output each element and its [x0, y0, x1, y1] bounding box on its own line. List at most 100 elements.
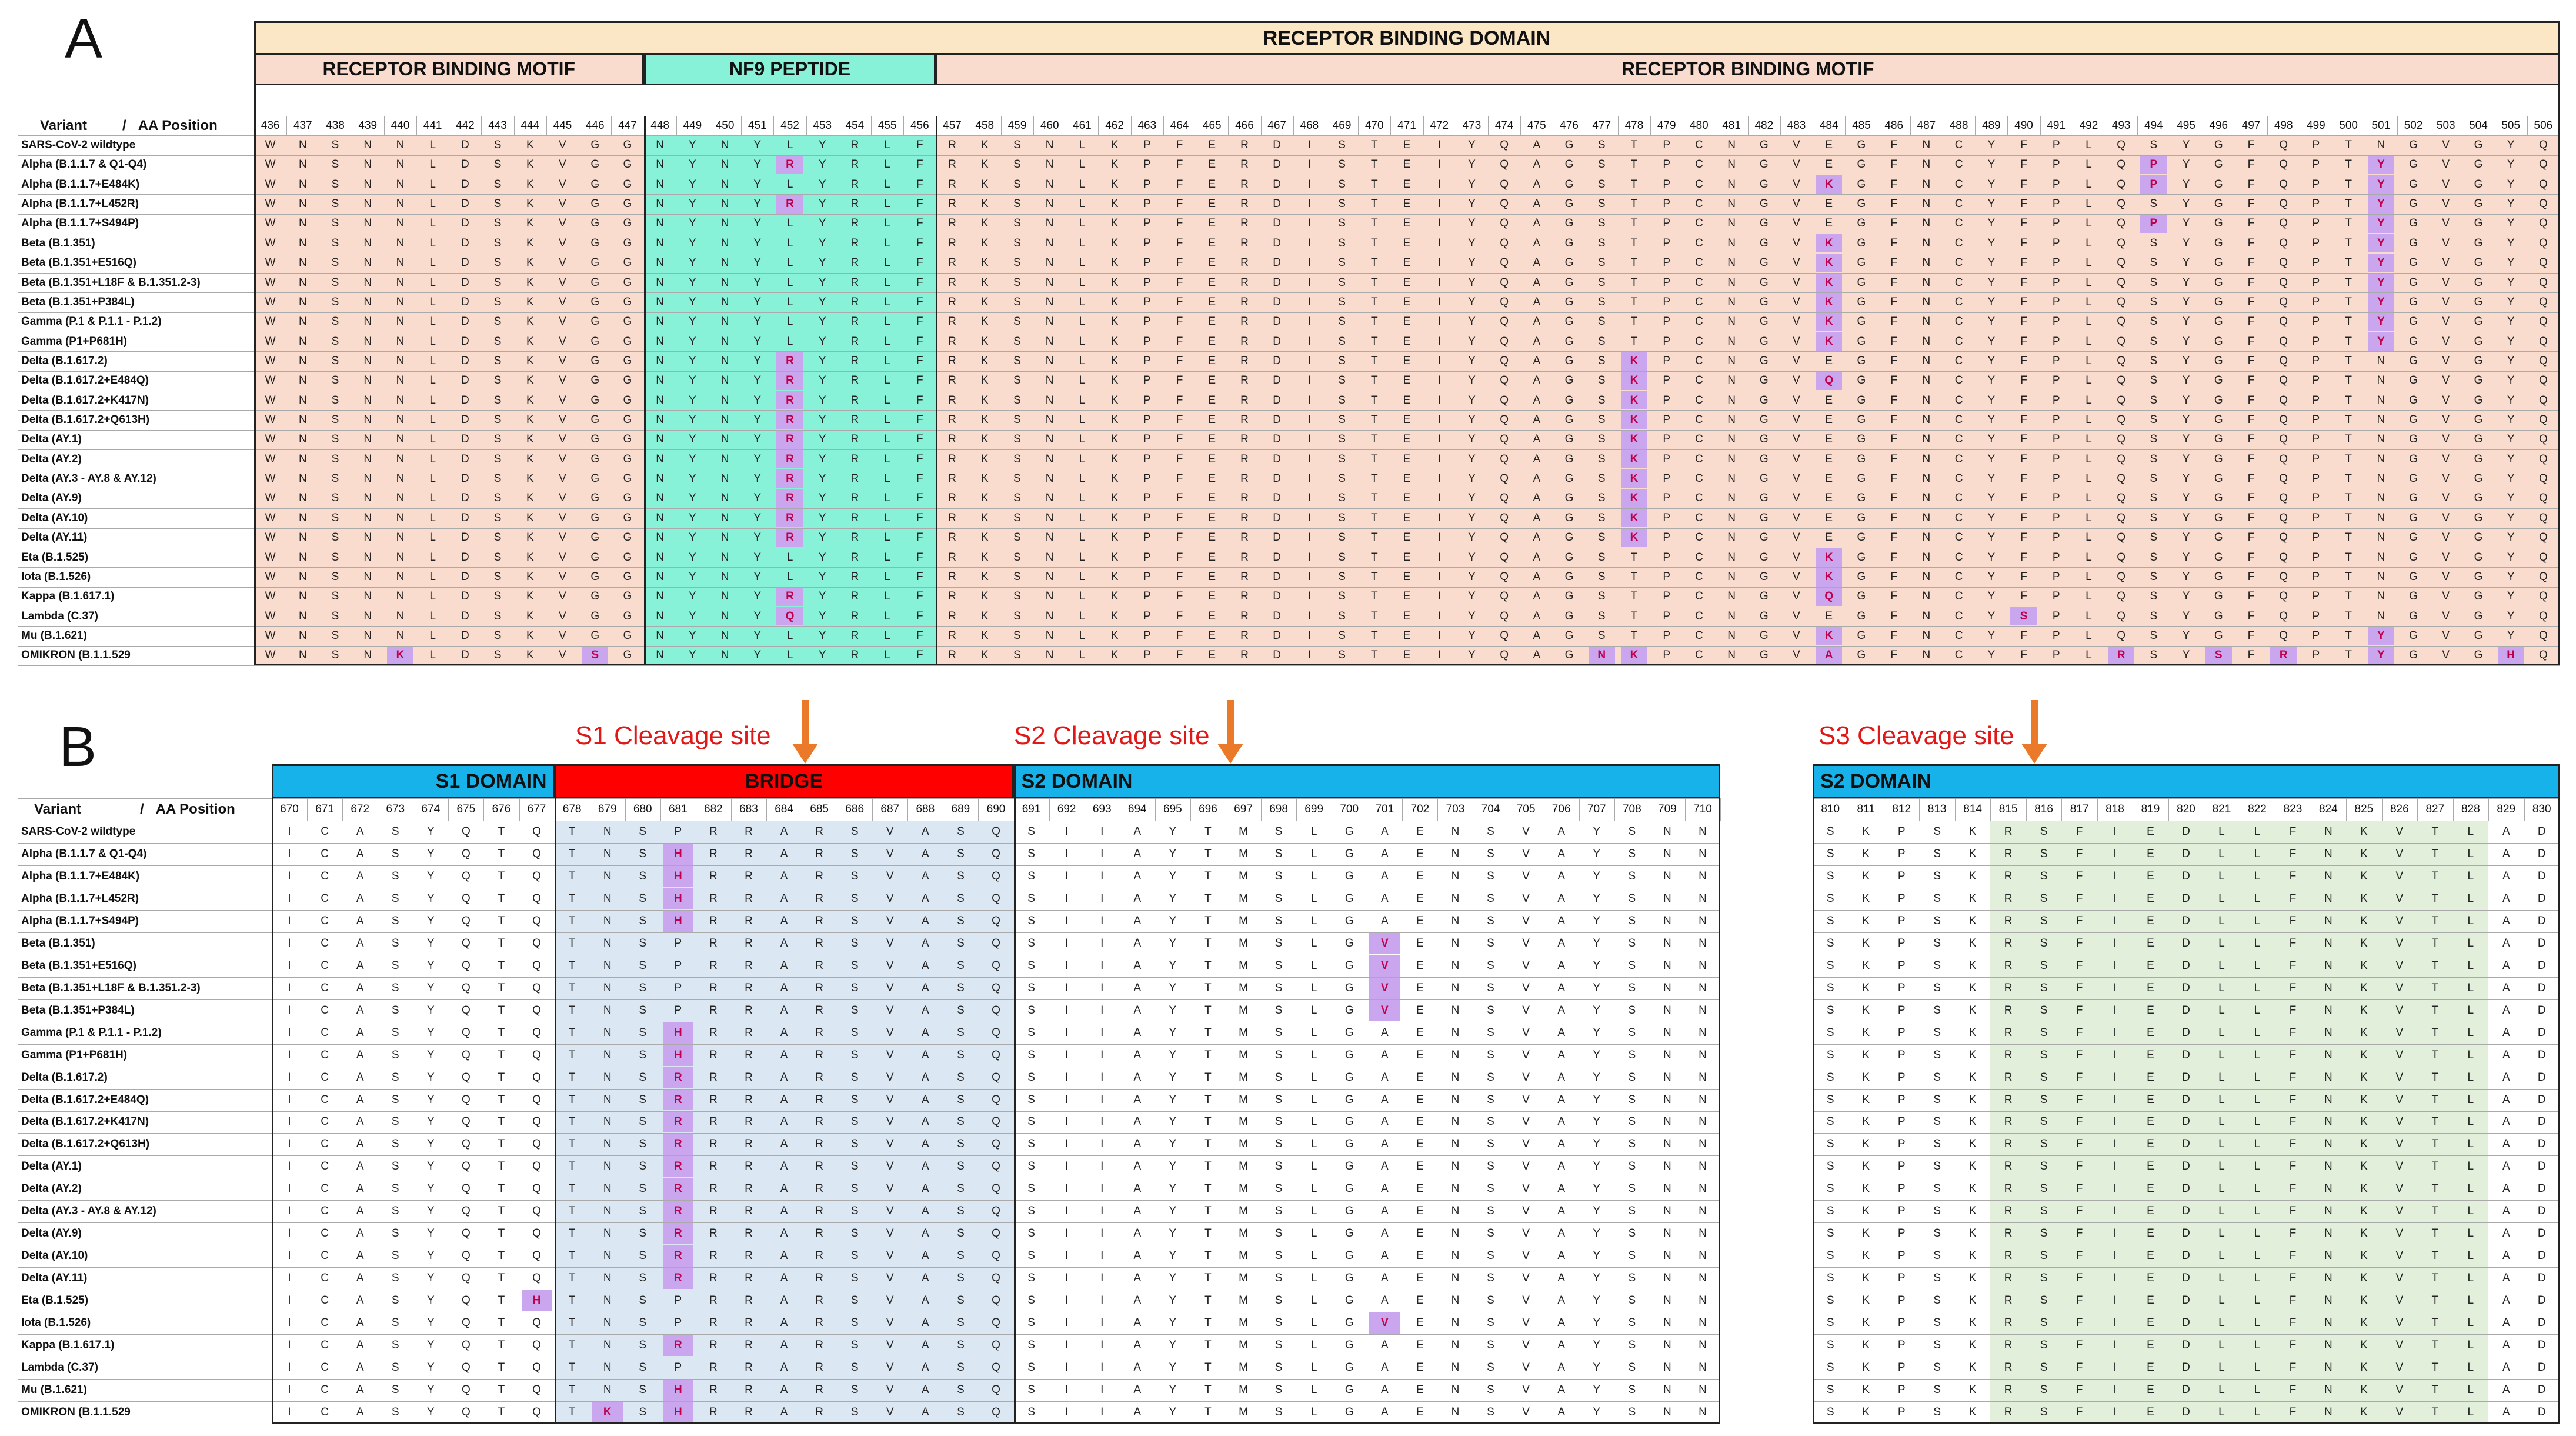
panel-b-label: B	[59, 719, 96, 775]
rbd-position-486: 486	[1878, 116, 1910, 135]
rbd-variant-name: Alpha (B.1.1.7+L452R)	[18, 194, 254, 214]
rbd-position-471: 471	[1390, 116, 1423, 135]
rbd-variant-name: Kappa (B.1.617.1)	[18, 587, 254, 607]
s3-cleavage-arrow	[2021, 700, 2047, 764]
rbd-position-442: 442	[449, 116, 481, 135]
rbd-variant-name: OMIKRON (B.1.1.529	[18, 646, 254, 665]
rbd-position-443: 443	[481, 116, 513, 135]
rbd-position-441: 441	[416, 116, 449, 135]
rbd-variant-name: Delta (AY.11)	[18, 528, 254, 548]
rbd-variant-name: Delta (B.1.617.2+Q613H)	[18, 410, 254, 429]
s2-cleavage-label: S2 Cleavage site	[1014, 721, 1210, 751]
rbd-position-457: 457	[936, 116, 968, 135]
header-sep: /	[122, 118, 126, 134]
rbd-variant-name: Mu (B.1.621)	[18, 626, 254, 645]
cleavage-variant-name: Beta (B.1.351+L18F & B.1.351.2-3)	[18, 977, 272, 999]
cleavage-variant-name: Lambda (C.37)	[18, 1357, 272, 1379]
grid-h	[18, 665, 2560, 666]
cleavage-variant-name: SARS-CoV-2 wildtype	[18, 821, 272, 843]
panel-c-frame	[1813, 764, 2560, 1424]
rbd-position-458: 458	[969, 116, 1001, 135]
panel-a-frame	[254, 21, 2560, 665]
rbd-position-459: 459	[1001, 116, 1033, 135]
rbd-position-474: 474	[1488, 116, 1520, 135]
header-sep: /	[140, 801, 144, 818]
rbd-position-455: 455	[871, 116, 903, 135]
cleavage-variant-name: Eta (B.1.525)	[18, 1290, 272, 1312]
rbd-position-446: 446	[579, 116, 611, 135]
rbd-position-453: 453	[806, 116, 839, 135]
rbd-variant-name: SARS-CoV-2 wildtype	[18, 135, 254, 155]
rbd-position-479: 479	[1650, 116, 1683, 135]
rbd-position-475: 475	[1520, 116, 1553, 135]
cleavage-variant-name: Beta (B.1.351+E516Q)	[18, 955, 272, 977]
rbd-position-482: 482	[1748, 116, 1780, 135]
rbd-position-481: 481	[1716, 116, 1748, 135]
cleavage-variant-name: Alpha (B.1.1.7+E484K)	[18, 865, 272, 888]
rbd-position-438: 438	[319, 116, 351, 135]
cleavage-variant-name: Delta (B.1.617.2+K417N)	[18, 1111, 272, 1134]
rbd-position-456: 456	[903, 116, 936, 135]
rbd-position-468: 468	[1293, 116, 1326, 135]
rbd-variant-name: Lambda (C.37)	[18, 607, 254, 626]
rbd-variant-name: Alpha (B.1.1.7+S494P)	[18, 214, 254, 234]
rbd-cells-bg-2	[936, 135, 2560, 665]
rbd-position-447: 447	[611, 116, 643, 135]
rbd-variant-name: Delta (AY.3 - AY.8 & AY.12)	[18, 469, 254, 488]
s3-cleavage-label: S3 Cleavage site	[1818, 721, 2014, 751]
rbd-segment-0: RECEPTOR BINDING MOTIF	[254, 53, 644, 85]
rbd-variant-name: Alpha (B.1.1.7 & Q1-Q4)	[18, 155, 254, 175]
cleavage-variant-name: Gamma (P.1 & P.1.1 - P.1.2)	[18, 1022, 272, 1044]
rbd-position-452: 452	[773, 116, 806, 135]
rbd-variant-name: Delta (AY.2)	[18, 449, 254, 469]
rbd-position-444: 444	[514, 116, 546, 135]
header-variant: Variant	[40, 118, 87, 134]
rbd-position-440: 440	[384, 116, 416, 135]
rbd-position-460: 460	[1033, 116, 1066, 135]
rbd-position-436: 436	[254, 116, 286, 135]
panel-b-header: Variant / AA Position	[18, 798, 272, 821]
rbd-variant-name: Gamma (P.1 & P.1.1 - P.1.2)	[18, 312, 254, 332]
cleavage-variant-name: Iota (B.1.526)	[18, 1312, 272, 1334]
rbd-position-451: 451	[741, 116, 773, 135]
cleavage-variant-name: Delta (AY.2)	[18, 1178, 272, 1200]
rbd-variant-name: Delta (AY.10)	[18, 508, 254, 528]
s2-cleavage-arrow	[1217, 700, 1243, 764]
cleavage-variant-name: Beta (B.1.351+P384L)	[18, 999, 272, 1022]
cleavage-variant-name: OMIKRON (B.1.1.529	[18, 1401, 272, 1424]
rbd-cells-bg-0	[254, 135, 644, 665]
rbd-position-439: 439	[352, 116, 384, 135]
cleavage-variant-name: Alpha (B.1.1.7 & Q1-Q4)	[18, 843, 272, 865]
rbd-segment-2: RECEPTOR BINDING MOTIF	[936, 53, 2560, 85]
rbd-position-487: 487	[1910, 116, 1943, 135]
rbd-variant-name: Delta (B.1.617.2+E484Q)	[18, 371, 254, 391]
cleavage-variant-name: Delta (AY.9)	[18, 1222, 272, 1245]
rbd-position-462: 462	[1098, 116, 1130, 135]
cleavage-variant-name: Delta (AY.11)	[18, 1267, 272, 1290]
cleavage-variant-name: Delta (B.1.617.2+E484Q)	[18, 1089, 272, 1111]
rbd-variant-name: Beta (B.1.351)	[18, 234, 254, 253]
rbd-position-450: 450	[709, 116, 741, 135]
rbd-variant-name: Beta (B.1.351+P384L)	[18, 292, 254, 312]
rbd-position-463: 463	[1131, 116, 1163, 135]
rbd-variant-name: Delta (B.1.617.2+K417N)	[18, 391, 254, 410]
cleavage-variant-name: Mu (B.1.621)	[18, 1379, 272, 1401]
header-aa-position: AA Position	[138, 118, 218, 134]
rbd-position-476: 476	[1553, 116, 1585, 135]
rbd-position-470: 470	[1358, 116, 1390, 135]
rbd-segment-1: NF9 PEPTIDE	[643, 53, 936, 85]
rbd-position-467: 467	[1261, 116, 1293, 135]
cleavage-variant-name: Delta (AY.1)	[18, 1155, 272, 1178]
rbd-position-480: 480	[1683, 116, 1715, 135]
rbd-position-449: 449	[676, 116, 709, 135]
panel-a-label: A	[65, 11, 102, 67]
cleavage-variant-name: Gamma (P1+P681H)	[18, 1044, 272, 1067]
cleavage-variant-name: Beta (B.1.351)	[18, 932, 272, 955]
cleavage-variant-name: Delta (AY.3 - AY.8 & AY.12)	[18, 1200, 272, 1222]
rbd-position-473: 473	[1456, 116, 1488, 135]
panel-a-header: Variant / AA Position	[18, 116, 254, 135]
rbd-position-437: 437	[286, 116, 319, 135]
cleavage-variant-name: Delta (B.1.617.2+Q613H)	[18, 1133, 272, 1155]
grid-v	[1720, 798, 1721, 821]
